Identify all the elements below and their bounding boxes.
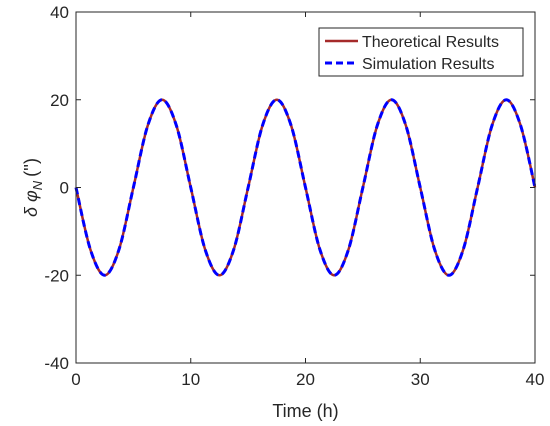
x-tick-label: 30: [411, 370, 430, 389]
x-tick-label: 0: [71, 370, 80, 389]
svg-text:δ φN(''): δ φN (''): [21, 158, 45, 217]
tick-layer: 0 10 20 30 40 -40 -20 0 20 40: [44, 3, 544, 389]
y-axis-label-unit: (''): [21, 158, 41, 177]
y-tick-label: 40: [50, 3, 69, 22]
x-tick-label: 40: [526, 370, 545, 389]
legend-label-simulation: Simulation Results: [362, 56, 495, 73]
y-axis-label-subscript: N: [30, 180, 45, 190]
series-line-simulation: [74, 98, 537, 277]
x-tick-label: 20: [296, 370, 315, 389]
y-tick-label: 20: [50, 91, 69, 110]
x-tick-label: 10: [181, 370, 200, 389]
legend-box: [318, 27, 524, 77]
series-layer: [74, 98, 537, 277]
legend-label-theoretical: Theoretical Results: [362, 34, 499, 51]
y-tick-label: -20: [44, 266, 69, 285]
y-tick-label: 0: [60, 179, 69, 198]
y-axis-label-symbol: δ φ: [21, 190, 41, 217]
x-axis-label: Time (h): [272, 401, 338, 421]
y-axis-label: δ φN (''): [21, 158, 45, 217]
legend: Theoretical Results Simulation Results: [318, 27, 524, 77]
y-tick-label: -40: [44, 354, 69, 373]
